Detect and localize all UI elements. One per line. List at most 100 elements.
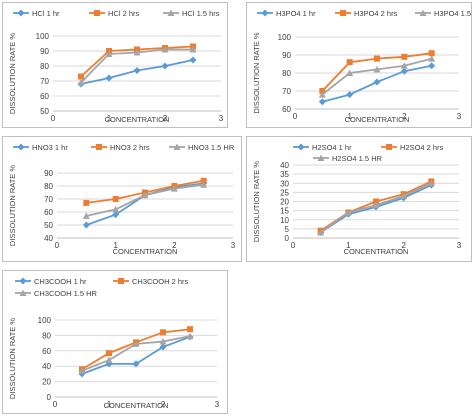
- data-point: [161, 46, 169, 53]
- chart-svg-h3po4: 60 70 80 90 100 0 1 2 3 CONCENTRATION DISSOLUTION …: [252, 9, 471, 124]
- y-axis-title: DISSOLUTION RATE %: [8, 318, 17, 399]
- y-tick-label: 60: [40, 92, 49, 101]
- data-point: [133, 67, 141, 74]
- y-tick-label: 80: [40, 62, 49, 71]
- x-axis-title: CONCENTRATION: [105, 115, 170, 124]
- legend-swatch-marker: [167, 9, 175, 16]
- data-point: [373, 198, 379, 205]
- data-point: [189, 46, 197, 53]
- x-axis-title: CONCENTRATION: [344, 247, 409, 256]
- legend-item: H2SO4 1.5 HR: [313, 154, 383, 163]
- series-group: [77, 56, 197, 88]
- legend-label: CH3COOH 1.5 HR: [34, 289, 98, 298]
- legend-item: H3PO4 2 hrs: [335, 9, 398, 18]
- legend-label: H3PO4 2 hrs: [354, 9, 398, 18]
- y-tick-label: 40: [44, 234, 53, 243]
- legend-label: H3PO4 1 hr: [276, 9, 316, 18]
- y-tick-label: 40: [280, 161, 289, 170]
- legend-item: CH3COOH 1.5 HR: [15, 289, 98, 298]
- data-point: [373, 78, 381, 86]
- x-tick-label: 2: [163, 114, 168, 123]
- x-tick-label: 3: [231, 241, 236, 250]
- data-point: [161, 62, 169, 70]
- y-axis-title: DISSOLUTION RATE %: [252, 32, 261, 113]
- data-point: [344, 208, 352, 216]
- y-tick-label: 70: [44, 195, 53, 204]
- data-point: [112, 205, 120, 213]
- x-tick-label: 0: [51, 114, 56, 123]
- x-tick-label: 0: [53, 400, 58, 409]
- y-tick-label: 70: [40, 77, 49, 86]
- x-tick-label: 2: [401, 241, 406, 250]
- legend-swatch-marker: [19, 289, 27, 296]
- data-point: [141, 191, 149, 199]
- data-point: [200, 181, 208, 188]
- data-point: [374, 55, 380, 62]
- x-tick-label: 3: [457, 241, 462, 250]
- legend-label: CH3COOH 1 hr: [34, 277, 87, 286]
- y-tick-label: 0: [285, 234, 290, 243]
- data-point: [105, 74, 113, 82]
- y-axis-title: DISSOLUTION RATE %: [252, 161, 261, 242]
- series-group: [318, 62, 436, 106]
- legend-label: HCl 1.5 hrs: [182, 9, 220, 18]
- data-point: [187, 326, 193, 333]
- legend-item: HNO3 1.5 HR: [169, 143, 235, 152]
- x-tick-label: 1: [107, 114, 112, 123]
- y-tick-label: 100: [38, 316, 52, 325]
- x-tick-label: 3: [457, 112, 462, 121]
- data-point: [428, 62, 436, 70]
- y-tick-label: 15: [280, 207, 289, 216]
- legend-label: HNO3 1 hr: [32, 143, 68, 152]
- y-tick-label: 90: [282, 51, 291, 60]
- y-tick-label: 60: [44, 208, 53, 217]
- legend-swatch-marker: [96, 144, 102, 150]
- series-group: [78, 332, 194, 374]
- data-point: [82, 212, 90, 219]
- y-tick-label: 0: [47, 393, 52, 402]
- data-point: [105, 356, 113, 364]
- x-tick-label: 1: [346, 241, 351, 250]
- x-axis-title: CONCENTRATION: [345, 115, 410, 124]
- data-point: [318, 98, 326, 106]
- data-point: [428, 50, 435, 57]
- x-tick-label: 0: [293, 112, 298, 121]
- legend-item: HCl 2 hrs: [89, 9, 140, 18]
- legend-swatch-marker: [17, 9, 25, 17]
- data-point: [105, 50, 113, 57]
- data-point: [170, 185, 178, 192]
- y-tick-label: 60: [42, 347, 51, 356]
- x-tick-label: 3: [215, 400, 220, 409]
- legend-swatch-marker: [17, 143, 25, 151]
- chart-panel-ch3cooh: 0 20 40 60 80 100 0 1 2 3 CONCENTRATION DISSOLUTION…: [2, 270, 228, 414]
- series-group: [78, 333, 194, 378]
- legend-swatch-marker: [317, 154, 325, 161]
- y-tick-label: 35: [280, 170, 289, 179]
- y-tick-label: 50: [44, 221, 53, 230]
- y-tick-label: 50: [40, 107, 49, 116]
- chart-svg-hno3: 40 50 60 70 80 90 0 1 2 3 CONCENTRATION DISSOLUTION…: [8, 143, 236, 256]
- y-tick-label: 20: [42, 378, 51, 387]
- x-axis-title: CONCENTRATION: [104, 401, 169, 410]
- y-tick-label: 90: [44, 169, 53, 178]
- x-axis-title: CONCENTRATION: [113, 247, 178, 256]
- data-point: [159, 343, 167, 351]
- data-point: [428, 55, 436, 62]
- legend-item: HCl 1.5 hrs: [163, 9, 220, 18]
- series-line: [321, 57, 432, 96]
- y-tick-label: 100: [278, 33, 292, 42]
- y-tick-label: 20: [280, 198, 289, 207]
- x-tick-label: 0: [55, 241, 60, 250]
- data-point: [112, 211, 120, 219]
- legend-swatch-marker: [340, 10, 346, 16]
- data-point: [346, 69, 354, 76]
- legend-item: HCl 1 hr: [13, 9, 60, 18]
- data-point: [132, 360, 140, 368]
- data-point: [78, 367, 86, 374]
- legend-swatch-marker: [261, 9, 269, 17]
- data-point: [78, 73, 84, 80]
- series-group: [319, 50, 435, 94]
- y-tick-label: 80: [42, 331, 51, 340]
- data-point: [200, 177, 207, 184]
- y-tick-label: 40: [42, 362, 51, 371]
